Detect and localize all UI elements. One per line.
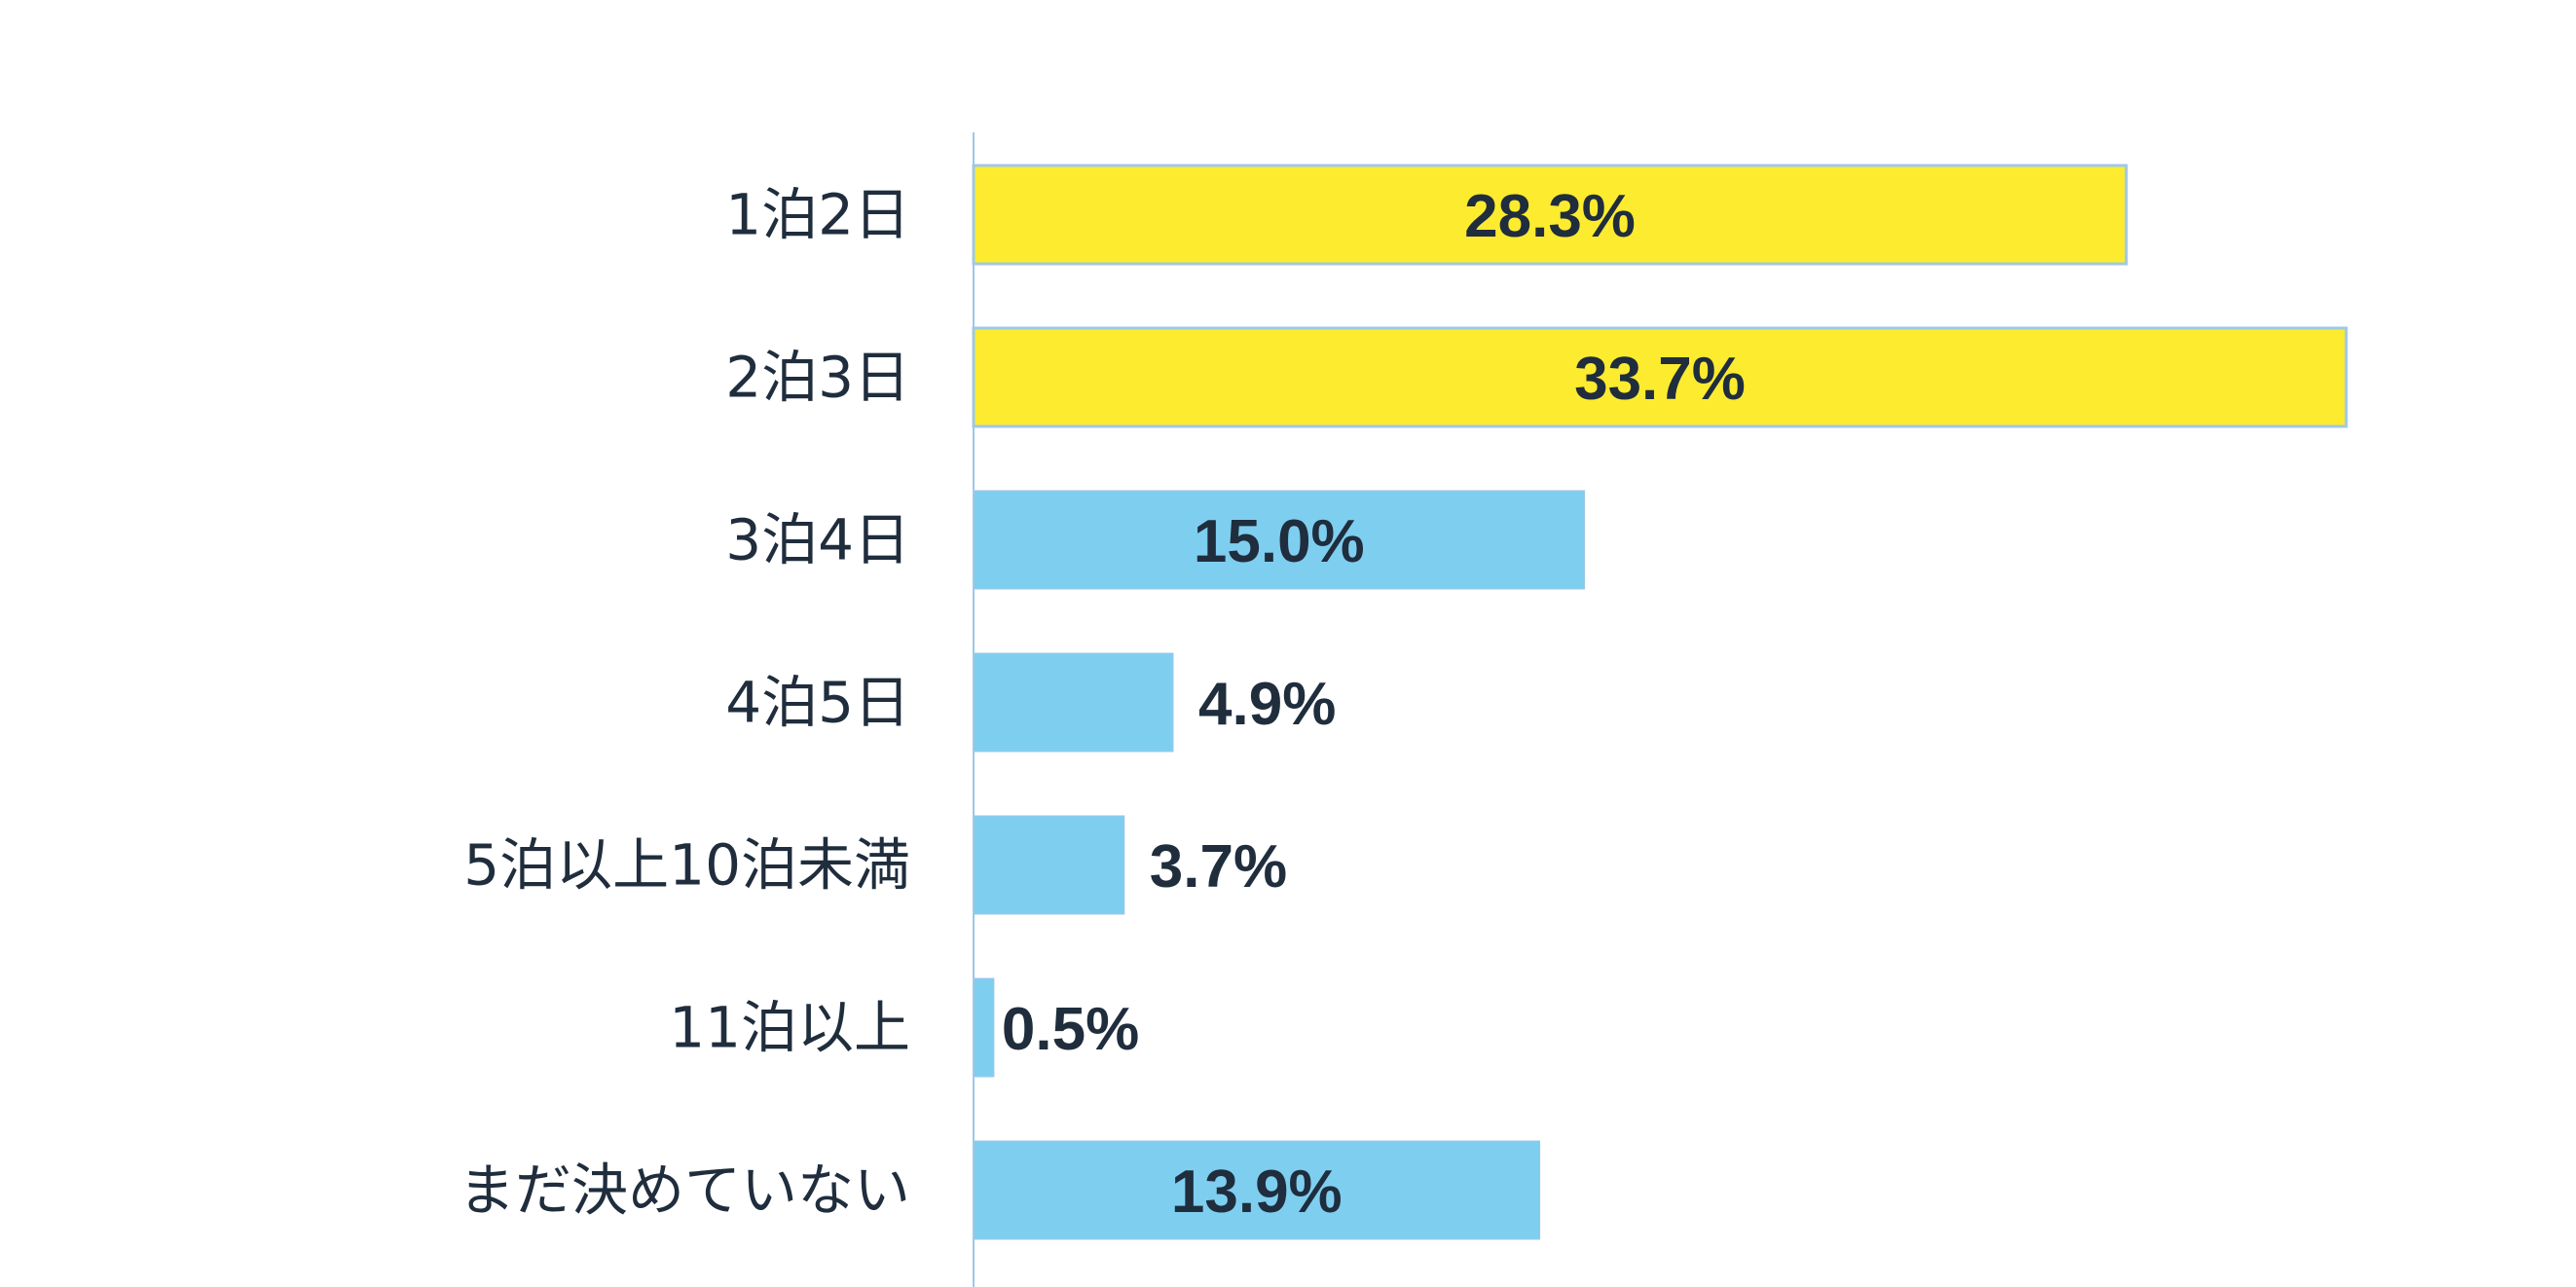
- value-label-3: 15.0%: [1194, 508, 1365, 575]
- category-label-2: 2泊3日: [725, 345, 910, 411]
- category-label-1: 1泊2日: [725, 182, 910, 248]
- bar-1: [972, 164, 2128, 266]
- bar-4: [973, 652, 1174, 753]
- value-label-7: 13.9%: [1171, 1158, 1343, 1226]
- bar-5: [973, 815, 1125, 915]
- value-label-4: 4.9%: [1198, 671, 1336, 738]
- value-label-6: 0.5%: [1002, 996, 1139, 1063]
- bar-2: [972, 326, 2348, 428]
- value-label-1: 28.3%: [1464, 183, 1636, 250]
- value-labels: 28.3% 33.7% 15.0% 4.9% 3.7% 0.5% 13.9%: [1002, 183, 1746, 1226]
- bars: [972, 164, 2348, 1240]
- bar-6: [973, 977, 995, 1078]
- bar-3: [973, 490, 1586, 590]
- value-label-5: 3.7%: [1150, 833, 1287, 901]
- value-label-2: 33.7%: [1574, 346, 1746, 413]
- category-label-3: 3泊4日: [725, 507, 910, 573]
- category-label-5: 5泊以上10泊未満: [463, 832, 910, 899]
- category-label-4: 4泊5日: [725, 670, 910, 736]
- category-label-6: 11泊以上: [669, 995, 910, 1061]
- bar-7: [973, 1140, 1541, 1240]
- category-label-7: まだ決めていない: [459, 1158, 910, 1224]
